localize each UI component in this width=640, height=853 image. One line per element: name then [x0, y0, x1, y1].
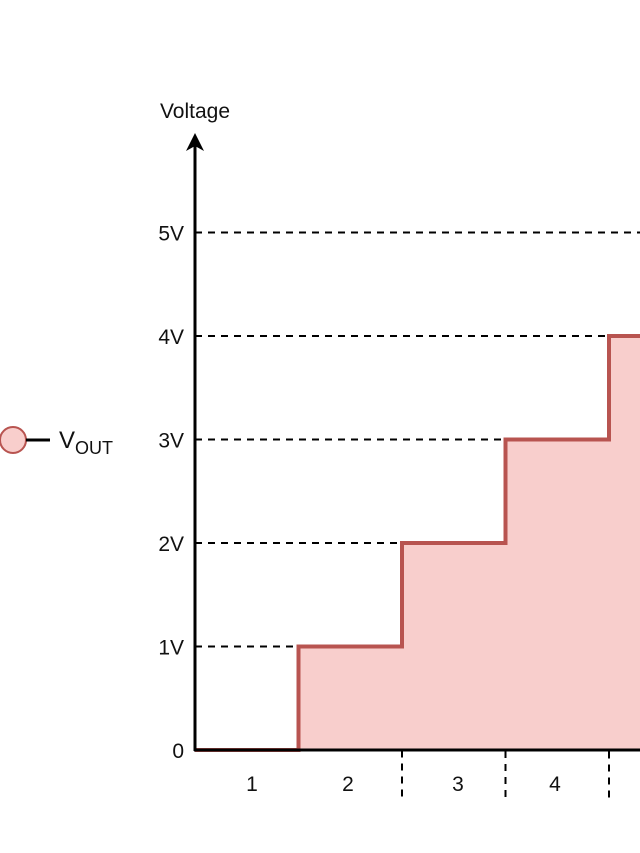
y-tick-label: 0	[172, 740, 184, 763]
y-tick-labels: 0 1V 2V 3V 4V 5V	[158, 223, 184, 764]
x-tick-label: 4	[549, 773, 561, 796]
y-tick-label: 5V	[158, 223, 184, 246]
y-axis-arrowhead	[186, 133, 204, 151]
plot-area	[195, 334, 640, 752]
y-tick-label: 2V	[158, 533, 184, 556]
x-tick-label: 3	[452, 773, 464, 796]
y-tick-label: 4V	[158, 326, 184, 349]
x-tick-label: 2	[342, 773, 354, 796]
y-axis-title: Voltage	[160, 100, 230, 123]
legend-label-main: V	[59, 427, 75, 454]
x-tick-labels: 1 2 3 4	[246, 773, 561, 796]
legend-label-subscript: OUT	[75, 438, 113, 458]
y-tick-label: 3V	[158, 430, 184, 453]
step-series-line	[195, 334, 640, 752]
legend-circle-marker	[0, 426, 27, 454]
legend-label: VOUT	[59, 427, 113, 458]
legend: VOUT	[0, 426, 113, 458]
x-tick-label: 1	[246, 773, 258, 796]
y-tick-label: 1V	[158, 637, 184, 660]
